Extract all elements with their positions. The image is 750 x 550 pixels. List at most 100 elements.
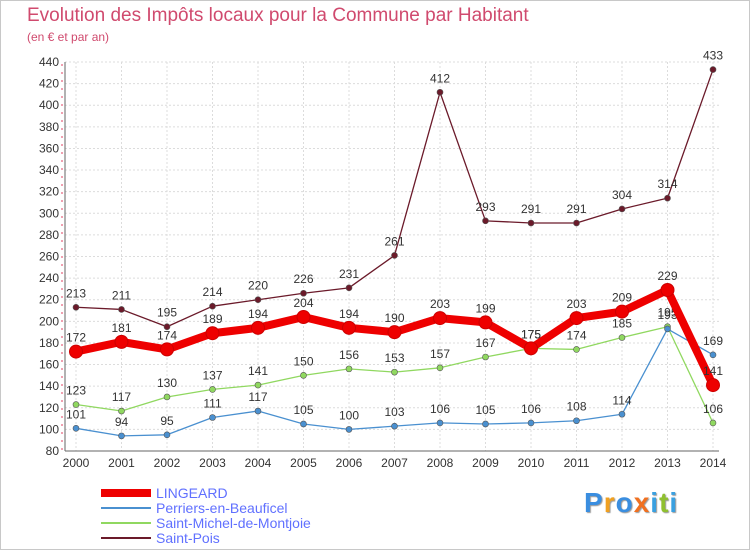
legend-label-lingeard: LINGEARD xyxy=(156,485,228,501)
data-label-perriers-en-beauficel: 94 xyxy=(115,415,129,429)
data-label-perriers-en-beauficel: 117 xyxy=(248,390,267,404)
logo-letter: r xyxy=(603,487,616,518)
x-tick-label: 2009 xyxy=(472,456,499,470)
data-point-perriers-en-beauficel xyxy=(618,410,626,418)
legend-label-perriers: Perriers-en-Beauficel xyxy=(156,500,288,516)
data-label-lingeard: 194 xyxy=(339,307,359,321)
logo-letter: t xyxy=(659,487,670,518)
data-point-saint-pois xyxy=(436,88,444,96)
data-label-saint-pois: 293 xyxy=(475,200,495,214)
data-label-perriers-en-beauficel: 105 xyxy=(475,403,495,417)
data-point-saint-pois xyxy=(163,323,171,331)
data-point-saint-michel-de-montjoie xyxy=(573,346,580,353)
data-point-saint-michel-de-montjoie xyxy=(209,386,216,393)
data-point-perriers-en-beauficel xyxy=(391,422,398,430)
data-point-perriers-en-beauficel xyxy=(163,431,171,439)
data-label-saint-michel-de-montjoie: 137 xyxy=(202,368,222,382)
logo-letter: i xyxy=(669,487,679,518)
data-point-saint-pois xyxy=(482,217,489,225)
data-label-saint-pois: 226 xyxy=(293,272,313,286)
data-point-perriers-en-beauficel xyxy=(300,420,307,428)
data-point-saint-pois xyxy=(118,306,125,313)
data-point-saint-pois xyxy=(254,296,262,304)
x-tick-label: 2008 xyxy=(427,456,454,470)
data-label-saint-michel-de-montjoie: 157 xyxy=(430,347,450,361)
logo-letter: x xyxy=(633,487,651,518)
data-point-perriers-en-beauficel xyxy=(254,407,262,415)
data-label-saint-pois: 211 xyxy=(112,288,131,302)
data-point-saint-pois xyxy=(345,284,353,292)
data-label-lingeard: 199 xyxy=(475,301,495,315)
data-label-saint-michel-de-montjoie: 185 xyxy=(612,317,632,331)
data-point-perriers-en-beauficel xyxy=(72,425,80,432)
data-point-perriers-en-beauficel xyxy=(436,419,444,427)
data-point-saint-pois xyxy=(391,252,398,259)
data-label-lingeard: 141 xyxy=(703,364,723,378)
data-label-saint-pois: 314 xyxy=(657,177,677,191)
data-label-perriers-en-beauficel: 106 xyxy=(521,402,541,416)
data-label-saint-pois: 412 xyxy=(430,71,450,85)
data-label-perriers-en-beauficel: 106 xyxy=(430,402,450,416)
data-label-saint-pois: 291 xyxy=(521,202,541,216)
logo-letter: P xyxy=(584,487,604,518)
data-label-perriers-en-beauficel: 193 xyxy=(657,308,677,322)
logo-letter: o xyxy=(615,487,634,518)
data-label-saint-michel-de-montjoie: 175 xyxy=(521,327,541,341)
data-label-saint-pois: 195 xyxy=(157,306,177,320)
y-tick-label: 200 xyxy=(39,314,59,328)
data-point-saint-pois xyxy=(72,303,80,311)
y-tick-label: 380 xyxy=(39,120,59,134)
data-label-lingeard: 181 xyxy=(111,321,131,335)
data-label-lingeard: 174 xyxy=(157,328,177,342)
data-label-lingeard: 172 xyxy=(66,331,86,345)
data-point-saint-michel-de-montjoie xyxy=(300,372,307,379)
y-tick-label: 260 xyxy=(39,250,59,264)
y-tick-label: 240 xyxy=(39,271,59,285)
data-label-saint-michel-de-montjoie: 117 xyxy=(112,390,131,404)
data-label-perriers-en-beauficel: 114 xyxy=(612,393,631,407)
legend-swatch-saint-michel xyxy=(101,522,151,524)
legend-label-saint-pois: Saint-Pois xyxy=(156,530,220,546)
data-point-lingeard xyxy=(342,320,356,335)
data-point-saint-pois xyxy=(209,302,216,310)
data-label-saint-michel-de-montjoie: 153 xyxy=(384,351,404,365)
y-tick-label: 400 xyxy=(39,98,59,112)
x-tick-label: 2000 xyxy=(63,456,90,470)
chart-subtitle: (en € et par an) xyxy=(27,30,110,44)
y-tick-label: 420 xyxy=(39,77,59,91)
data-point-saint-michel-de-montjoie xyxy=(391,368,398,376)
logo-letter: i xyxy=(650,487,660,518)
data-label-saint-michel-de-montjoie: 130 xyxy=(157,376,177,390)
x-tick-label: 2013 xyxy=(654,456,681,470)
data-point-saint-michel-de-montjoie xyxy=(436,364,444,372)
data-point-saint-michel-de-montjoie xyxy=(72,401,80,408)
y-tick-label: 180 xyxy=(39,336,59,350)
legend-swatch-perriers xyxy=(101,507,151,509)
y-tick-label: 120 xyxy=(39,401,59,415)
data-label-saint-pois: 214 xyxy=(202,285,222,299)
data-point-lingeard xyxy=(478,315,493,330)
data-point-lingeard xyxy=(69,344,83,359)
data-point-perriers-en-beauficel xyxy=(345,426,353,433)
x-tick-label: 2014 xyxy=(700,456,727,470)
data-label-saint-pois: 433 xyxy=(703,49,723,63)
x-tick-label: 2011 xyxy=(564,456,590,470)
data-point-saint-pois xyxy=(573,219,580,227)
data-point-saint-pois xyxy=(300,289,307,297)
data-label-lingeard: 194 xyxy=(248,307,268,321)
data-point-perriers-en-beauficel xyxy=(118,432,125,440)
data-point-lingeard xyxy=(387,325,402,340)
data-label-lingeard: 229 xyxy=(657,269,677,283)
data-label-saint-pois: 291 xyxy=(566,202,586,216)
y-tick-label: 220 xyxy=(39,293,59,307)
data-label-perriers-en-beauficel: 95 xyxy=(160,414,174,428)
data-point-perriers-en-beauficel xyxy=(573,417,580,425)
data-label-perriers-en-beauficel: 105 xyxy=(293,403,313,417)
data-label-lingeard: 209 xyxy=(612,291,632,305)
data-point-lingeard xyxy=(569,311,584,326)
y-tick-label: 100 xyxy=(39,422,59,436)
data-label-saint-michel-de-montjoie: 123 xyxy=(66,384,86,398)
data-label-perriers-en-beauficel: 101 xyxy=(66,407,86,421)
y-tick-label: 320 xyxy=(39,185,59,199)
